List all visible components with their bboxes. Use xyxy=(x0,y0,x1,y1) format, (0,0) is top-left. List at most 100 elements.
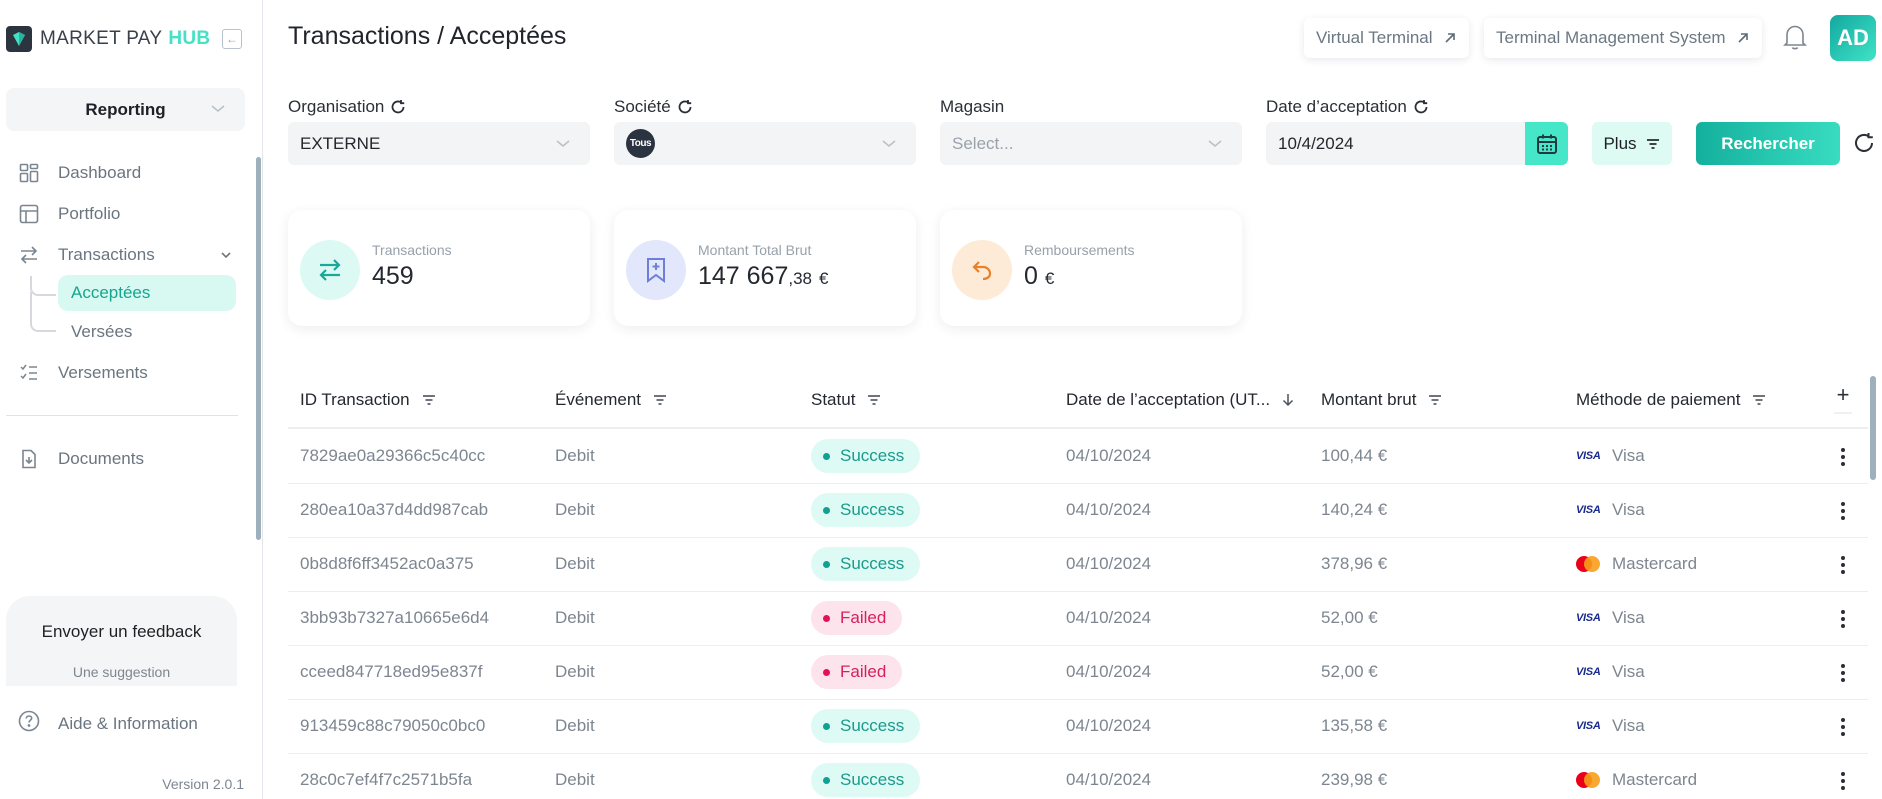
filter-icon xyxy=(1646,138,1659,149)
search-button[interactable]: Rechercher xyxy=(1696,122,1840,165)
table-row[interactable]: cceed847718ed95e837f Debit Failed 04/10/… xyxy=(288,646,1868,700)
filter-icon[interactable] xyxy=(1752,394,1766,406)
status-badge: Success xyxy=(811,763,921,797)
date-cell: 04/10/2024 xyxy=(1066,662,1152,681)
transaction-id[interactable]: 3bb93b7327a10665e6d4 xyxy=(300,608,490,627)
undo-arrow-icon xyxy=(952,240,1012,300)
sidebar: MARKET PAY HUB ← Reporting Dashboard Port… xyxy=(0,0,263,799)
column-header-evenement[interactable]: Événement xyxy=(555,390,667,410)
filter-icon[interactable] xyxy=(653,394,667,406)
row-actions-button[interactable] xyxy=(1838,715,1848,739)
filter-icon[interactable] xyxy=(867,394,881,406)
column-header-id-transaction[interactable]: ID Transaction xyxy=(300,390,436,410)
chevron-down-icon xyxy=(882,140,896,147)
column-header-date-acceptation[interactable]: Date de l’acceptation (UT... xyxy=(1066,390,1294,410)
societe-tag: Tous xyxy=(626,129,655,158)
brand-logo[interactable]: MARKET PAY HUB xyxy=(6,26,210,52)
table-row[interactable]: 3bb93b7327a10665e6d4 Debit Failed 04/10/… xyxy=(288,592,1868,646)
societe-select[interactable]: Tous xyxy=(614,122,916,165)
sidebar-item-documents[interactable]: Documents xyxy=(18,444,144,474)
transaction-id[interactable]: 7829ae0a29366c5c40cc xyxy=(300,446,486,465)
payment-method: Mastercard xyxy=(1576,554,1697,574)
transaction-id[interactable]: 280ea10a37d4dd987cab xyxy=(300,500,489,519)
transaction-id[interactable]: 913459c88c79050c0bc0 xyxy=(300,716,486,735)
magasin-placeholder: Select... xyxy=(952,133,1014,153)
organisation-value: EXTERNE xyxy=(300,133,381,153)
column-header-montant-brut[interactable]: Montant brut xyxy=(1321,390,1442,410)
help-link[interactable]: Aide & Information xyxy=(18,710,198,737)
status-badge: Failed xyxy=(811,655,903,689)
table-row[interactable]: 7829ae0a29366c5c40cc Debit Success 04/10… xyxy=(288,430,1868,484)
sidebar-item-transactions[interactable]: Transactions xyxy=(18,240,233,270)
sort-desc-icon[interactable] xyxy=(1282,393,1294,407)
visa-logo-icon: VISA xyxy=(1576,504,1601,516)
event-cell: Debit xyxy=(555,716,595,735)
event-cell: Debit xyxy=(555,446,595,465)
row-actions-button[interactable] xyxy=(1838,607,1848,631)
sidebar-scrollbar[interactable] xyxy=(256,157,261,540)
row-actions-button[interactable] xyxy=(1838,499,1848,523)
terminal-management-system-link[interactable]: Terminal Management System xyxy=(1484,18,1762,58)
column-header-statut[interactable]: Statut xyxy=(811,390,881,410)
table-row[interactable]: 913459c88c79050c0bc0 Debit Success 04/10… xyxy=(288,700,1868,754)
sidebar-item-dashboard[interactable]: Dashboard xyxy=(18,158,141,188)
row-actions-button[interactable] xyxy=(1838,661,1848,685)
bookmark-plus-icon xyxy=(626,240,686,300)
diamond-logo-icon xyxy=(6,26,32,52)
reset-filters-button[interactable] xyxy=(1852,131,1876,155)
chevron-down-icon xyxy=(1208,140,1222,147)
collapse-sidebar-button[interactable]: ← xyxy=(222,29,242,49)
table-row[interactable]: 0b8d8f6ff3452ac0a375 Debit Success 04/10… xyxy=(288,538,1868,592)
filter-icon[interactable] xyxy=(1428,394,1442,406)
chevron-down-icon xyxy=(556,140,570,147)
row-actions-button[interactable] xyxy=(1838,769,1848,793)
column-header-methode-paiement[interactable]: Méthode de paiement xyxy=(1576,390,1766,410)
transaction-id[interactable]: 0b8d8f6ff3452ac0a375 xyxy=(300,554,474,573)
feedback-button[interactable]: Envoyer un feedback Une suggestion xyxy=(6,596,237,686)
bell-icon xyxy=(1783,25,1807,50)
kpi-card-remboursements: Remboursements 0 € xyxy=(940,210,1242,326)
refresh-icon[interactable] xyxy=(1413,99,1429,115)
date-cell: 04/10/2024 xyxy=(1066,446,1152,465)
user-avatar[interactable]: AD xyxy=(1830,15,1876,61)
brand-name: MARKET PAY HUB xyxy=(40,28,211,49)
kpi-value: 147 667,38 € xyxy=(698,262,829,290)
date-picker-button[interactable] xyxy=(1525,122,1568,165)
transaction-id[interactable]: 28c0c7ef4f7c2571b5fa xyxy=(300,770,473,789)
row-actions-button[interactable] xyxy=(1838,553,1848,577)
question-circle-icon xyxy=(18,710,40,737)
table-scrollbar[interactable] xyxy=(1870,376,1876,480)
visa-logo-icon: VISA xyxy=(1576,612,1601,624)
calendar-icon xyxy=(1536,134,1557,154)
event-cell: Debit xyxy=(555,770,595,789)
kpi-value: 0 € xyxy=(1024,262,1055,290)
organisation-label: Organisation xyxy=(288,97,406,117)
event-cell: Debit xyxy=(555,608,595,627)
table-row[interactable]: 28c0c7ef4f7c2571b5fa Debit Success 04/10… xyxy=(288,754,1868,799)
sidebar-item-versements[interactable]: Versements xyxy=(18,358,148,388)
help-label: Aide & Information xyxy=(58,713,198,733)
arrows-exchange-icon xyxy=(300,240,360,300)
tree-connector xyxy=(30,292,56,332)
transaction-id[interactable]: cceed847718ed95e837f xyxy=(300,662,483,681)
feedback-title: Envoyer un feedback xyxy=(41,622,202,641)
virtual-terminal-link[interactable]: Virtual Terminal xyxy=(1304,18,1469,58)
sidebar-item-portfolio[interactable]: Portfolio xyxy=(18,199,120,229)
mastercard-logo-icon xyxy=(1576,772,1600,788)
sidebar-subitem-acceptees[interactable]: Acceptées xyxy=(58,275,236,311)
magasin-select[interactable]: Select... xyxy=(940,122,1242,165)
module-selector[interactable]: Reporting xyxy=(6,88,245,131)
row-actions-button[interactable] xyxy=(1838,445,1848,469)
payment-method: VISA Visa xyxy=(1576,446,1645,465)
organisation-select[interactable]: EXTERNE xyxy=(288,122,590,165)
add-column-button[interactable]: + xyxy=(1834,384,1852,414)
notifications-button[interactable] xyxy=(1780,22,1810,52)
table-row[interactable]: 280ea10a37d4dd987cab Debit Success 04/10… xyxy=(288,484,1868,538)
refresh-icon[interactable] xyxy=(390,99,406,115)
filter-icon[interactable] xyxy=(422,394,436,406)
date-input[interactable]: 10/4/2024 xyxy=(1266,122,1568,165)
sidebar-subitem-versees[interactable]: Versées xyxy=(58,314,236,350)
module-selector-label: Reporting xyxy=(85,99,166,119)
more-filters-button[interactable]: Plus xyxy=(1592,122,1672,165)
refresh-icon[interactable] xyxy=(677,99,693,115)
